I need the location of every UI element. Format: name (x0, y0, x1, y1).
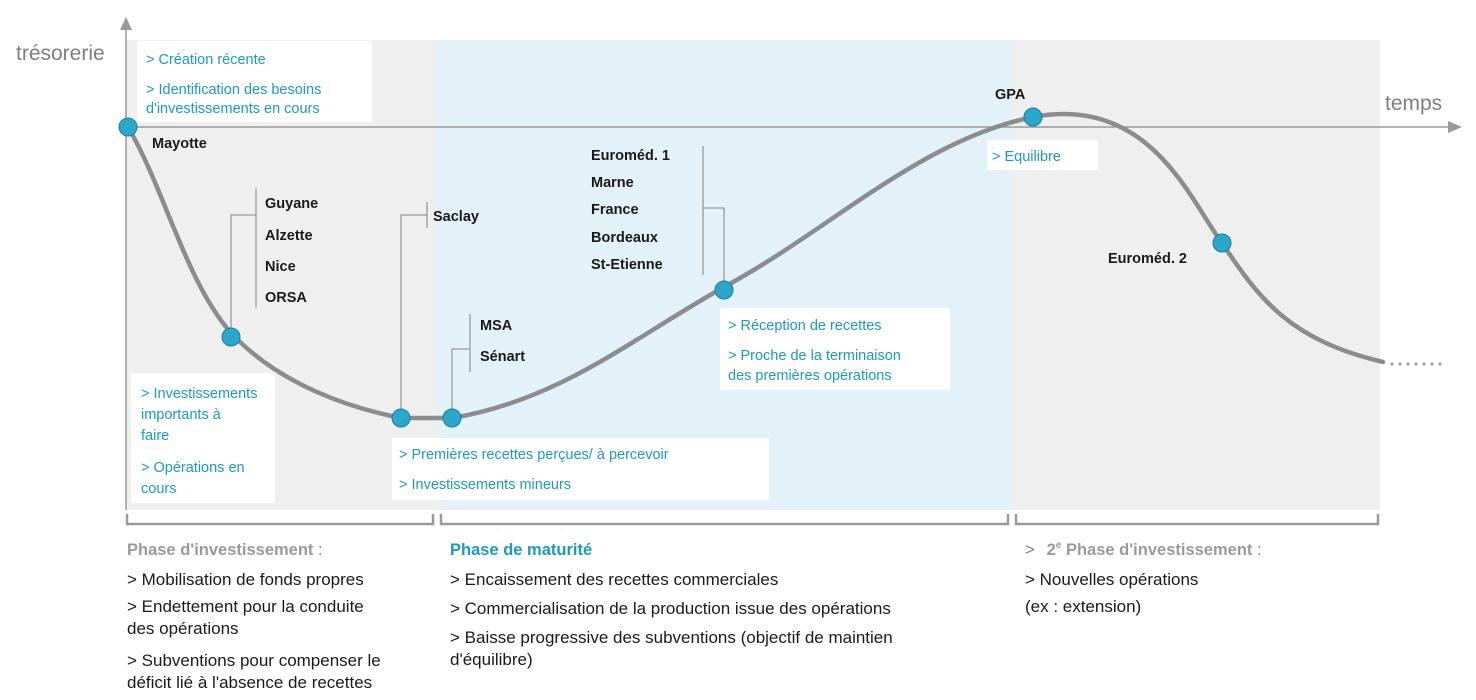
y-axis-label: trésorerie (16, 42, 105, 65)
phase-maturity-title: Phase de maturité (450, 541, 592, 559)
note-reception-line: des premières opérations (728, 368, 892, 384)
op-gpa: GPA (995, 87, 1026, 103)
note-invest-line: faire (141, 428, 169, 444)
milestone-dot-group3 (714, 280, 734, 300)
phase-bracket-second (1014, 514, 1380, 526)
phase-maturity-item: > Baisse progressive des subventions (ob… (450, 628, 893, 647)
op-group3-4: St-Etienne (591, 257, 663, 273)
op-euromed2: Euroméd. 2 (1108, 251, 1187, 267)
op-group2-1: Sénart (480, 349, 525, 365)
note-box-reception (720, 308, 950, 390)
phase-investment-item: > Subventions pour compenser le (127, 651, 381, 670)
note-invest-line: > Opérations en (141, 460, 245, 476)
milestone-dot-euromed2 (1212, 233, 1232, 253)
continuation-dot (1406, 362, 1410, 366)
phase-maturity-item: > Commercialisation de la production iss… (450, 599, 891, 618)
note-creation-line: > Création récente (146, 52, 266, 68)
note-reception-line: > Réception de recettes (728, 318, 882, 334)
note-premieres-line: > Investissements mineurs (399, 477, 571, 493)
milestone-dot-gpa (1023, 107, 1043, 127)
op-group1-1: Alzette (265, 228, 313, 244)
phase-investment-item: > Mobilisation de fonds propres (127, 570, 364, 589)
x-axis-arrow (1448, 121, 1462, 133)
phase-second-title: >2e Phase d'investissement : (1025, 540, 1262, 559)
continuation-dot (1398, 362, 1402, 366)
continuation-dot (1422, 362, 1426, 366)
connector-group2 (451, 348, 470, 415)
phase-second-item: (ex : extension) (1025, 597, 1141, 616)
note-box-premieres (392, 438, 769, 500)
continuation-dot (1430, 362, 1434, 366)
note-box-creation (137, 41, 372, 122)
op-saclay: Saclay (433, 209, 479, 225)
note-box-equilibre (987, 140, 1098, 170)
op-group3-0: Euroméd. 1 (591, 148, 670, 164)
op-group3-2: France (591, 202, 639, 218)
phase-bracket-investment (125, 514, 435, 526)
y-axis-arrow (120, 17, 132, 30)
note-premieres-line: > Premières recettes perçues/ à percevoi… (399, 447, 669, 463)
continuation-dot (1390, 362, 1394, 366)
phase-investment-item: des opérations (127, 619, 239, 638)
op-group1-0: Guyane (265, 196, 318, 212)
band-maturity (437, 40, 1013, 510)
phase-maturity-item: d'équilibre) (450, 650, 533, 669)
milestone-dot-mayotte (118, 117, 138, 137)
note-equilibre-line: > Equilibre (992, 149, 1061, 165)
phase-second-item: > Nouvelles opérations (1025, 570, 1198, 589)
op-group1-2: Nice (265, 259, 296, 275)
phase-investment-item: déficit lié à l'absence de recettes (127, 673, 372, 692)
milestone-dot-group2 (442, 408, 462, 428)
note-invest-line: importants à (141, 407, 222, 423)
connector-saclay (400, 214, 427, 415)
op-group2-0: MSA (480, 318, 513, 334)
band-second-investment (1013, 40, 1380, 510)
milestone-dot-group1 (221, 327, 241, 347)
op-group3-1: Marne (591, 175, 634, 191)
note-creation-line: > Identification des besoins (146, 82, 321, 98)
connector-group3 (703, 207, 725, 287)
phase-maturity-item: > Encaissement des recettes commerciales (450, 570, 778, 589)
continuation-dot (1414, 362, 1418, 366)
note-invest-line: cours (141, 481, 176, 497)
note-box-invest (131, 373, 275, 503)
note-invest-line: > Investissements (141, 386, 257, 402)
milestone-dot-saclay (391, 408, 411, 428)
phase-bracket-maturity (439, 514, 1010, 526)
phase-investment-item: > Endettement pour la conduite (127, 597, 364, 616)
continuation-dot (1438, 362, 1442, 366)
phase-investment-title: Phase d'investissement : (127, 541, 323, 559)
connector-group1 (230, 214, 256, 333)
op-mayotte: Mayotte (152, 136, 207, 152)
op-group1-3: ORSA (265, 290, 307, 306)
x-axis-label: temps (1385, 92, 1442, 115)
note-reception-line: > Proche de la terminaison (728, 348, 901, 364)
note-creation-line: d'investissements en cours (146, 101, 320, 117)
op-group3-3: Bordeaux (591, 230, 658, 246)
